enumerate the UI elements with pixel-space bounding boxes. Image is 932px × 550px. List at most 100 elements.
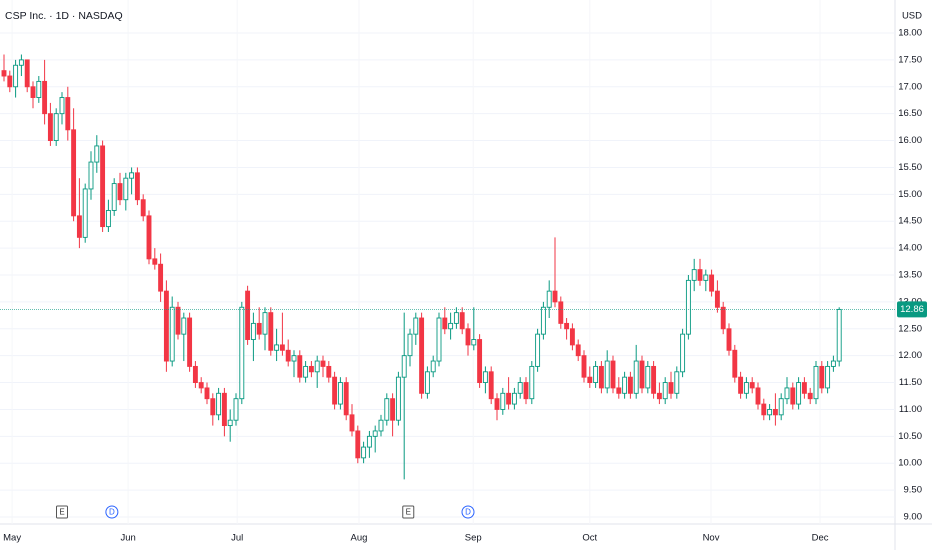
candle-body — [59, 97, 65, 115]
candle-body — [761, 403, 767, 416]
candle-body — [500, 392, 506, 410]
last-price-label: 12.86 — [900, 304, 924, 315]
candle-body — [24, 59, 30, 88]
y-tick-label: 12.50 — [898, 323, 922, 334]
candle-body — [100, 145, 106, 228]
candle-body — [807, 392, 813, 400]
candle-body — [181, 317, 187, 335]
candle-body — [94, 145, 100, 163]
candle-body — [274, 344, 280, 351]
candle-body — [465, 328, 471, 346]
candle-body — [674, 371, 680, 394]
candle-body — [639, 360, 645, 389]
candle-body — [355, 430, 361, 459]
y-tick-label: 12.00 — [898, 350, 922, 361]
candle-body — [158, 263, 164, 292]
candle-body — [88, 161, 94, 190]
event-label: E — [59, 508, 64, 517]
candle-body — [784, 387, 790, 400]
candle-body — [82, 188, 88, 238]
candle-body — [645, 365, 651, 389]
candle-body — [65, 97, 71, 131]
candle-body — [42, 80, 48, 115]
candle-body — [53, 113, 59, 142]
candle-body — [726, 328, 732, 351]
candle-body — [523, 382, 529, 400]
candle-body — [459, 312, 465, 330]
candle-body — [714, 290, 720, 308]
candle-body — [680, 333, 686, 373]
event-label: D — [109, 508, 115, 517]
candle-body — [593, 365, 599, 384]
candle-body — [239, 306, 245, 400]
candle-body — [216, 392, 222, 416]
candle-body — [308, 365, 314, 373]
candle-body — [471, 339, 477, 346]
candle-body — [772, 408, 778, 416]
y-tick-label: 16.00 — [898, 135, 922, 146]
candle-body — [494, 398, 500, 410]
candle-body — [419, 317, 425, 394]
candle-body — [819, 365, 825, 389]
y-tick-label: 16.50 — [898, 108, 922, 119]
candle-body — [326, 365, 332, 378]
candle-body — [332, 376, 338, 405]
last-price-badge — [897, 301, 927, 318]
candle-body — [511, 392, 517, 405]
candle-body — [361, 446, 367, 459]
candle-body — [598, 365, 604, 389]
candle-body — [36, 80, 42, 98]
candle-body — [668, 382, 674, 394]
candle-body — [633, 360, 639, 394]
candle-body — [337, 382, 343, 405]
candle-body — [71, 129, 77, 217]
candle-body — [297, 355, 303, 378]
candle-body — [697, 269, 703, 281]
candle-body — [314, 360, 320, 373]
candle-body — [825, 365, 831, 389]
candle-body — [146, 215, 152, 260]
candle-body — [129, 172, 135, 179]
candle-body — [546, 290, 552, 308]
y-tick-label: 14.50 — [898, 216, 922, 227]
candle-body — [303, 365, 309, 378]
candle-body — [703, 274, 709, 281]
candle-body — [152, 258, 158, 265]
x-tick-label: Oct — [582, 533, 597, 544]
candle-body — [187, 317, 193, 367]
candle-body — [691, 269, 697, 281]
event-label: D — [465, 508, 471, 517]
candle-body — [192, 365, 198, 384]
candle-body — [749, 382, 755, 389]
candle-body — [169, 306, 175, 362]
candle-body — [587, 376, 593, 384]
candle-body — [622, 376, 628, 394]
candle-body — [610, 360, 616, 389]
candle-body — [517, 382, 523, 394]
candle-body — [1, 70, 7, 77]
candle-body — [175, 306, 181, 335]
y-tick-label: 17.50 — [898, 54, 922, 65]
candle-body — [390, 398, 396, 421]
candle-body — [709, 274, 715, 292]
candle-body — [198, 382, 204, 389]
candle-body — [604, 360, 610, 389]
candle-body — [581, 355, 587, 378]
candle-body — [268, 312, 274, 351]
candle-body — [349, 414, 355, 432]
candle-body — [401, 355, 407, 378]
x-tick-label: Aug — [351, 533, 368, 544]
candle-body — [796, 382, 802, 405]
candle-body — [245, 290, 251, 340]
candle-body — [366, 435, 372, 448]
candle-body — [442, 317, 448, 330]
event-marker — [461, 505, 475, 519]
candle-body — [163, 290, 169, 362]
candle-body — [535, 333, 541, 367]
candle-body — [140, 199, 146, 217]
candle-body — [801, 382, 807, 394]
currency-label: USD — [902, 11, 922, 22]
candle-body — [506, 392, 512, 405]
candle-body — [320, 360, 326, 367]
